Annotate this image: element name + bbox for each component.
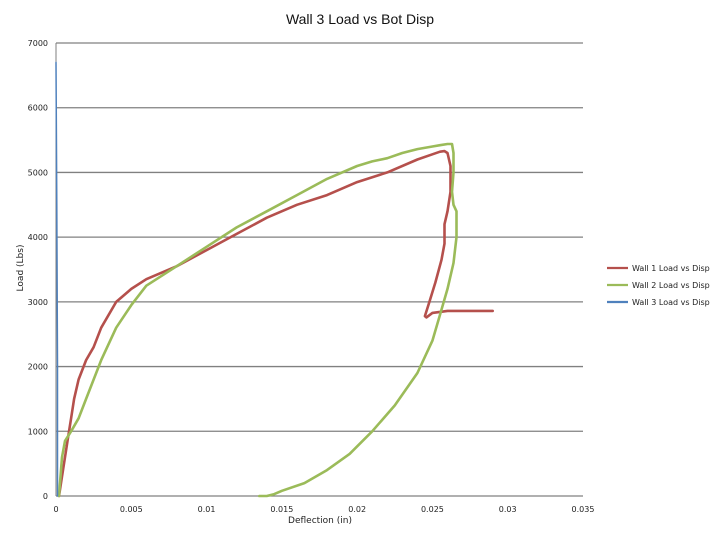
- series-line-2: [57, 142, 458, 498]
- y-axis-ticks: 0 1000 2000 3000 4000 5000 6000 7000: [28, 39, 48, 501]
- x-axis-ticks: 0 0.005 0.01 0.015 0.02 0.025 0.03 0.035: [53, 505, 594, 514]
- y-tick-label-4: 4000: [28, 233, 48, 242]
- x-tick-label-7: 0.035: [572, 505, 595, 514]
- gridlines: [56, 42, 583, 497]
- x-tick-label-6: 0.03: [499, 505, 517, 514]
- x-tick-label-0: 0: [53, 505, 58, 514]
- x-axis-label: Deflection (in): [288, 516, 352, 526]
- chart-title: Wall 3 Load vs Bot Disp: [286, 11, 434, 27]
- x-tick-label-4: 0.02: [348, 505, 366, 514]
- series-line-1: [57, 149, 495, 498]
- y-tick-label-2: 2000: [28, 363, 48, 372]
- x-tick-label-3: 0.015: [270, 505, 293, 514]
- legend-label-2: Wall 2 Load vs Disp: [632, 281, 710, 290]
- series-group: [55, 61, 495, 498]
- legend-label-3: Wall 3 Load vs Disp: [632, 298, 710, 307]
- y-tick-label-5: 5000: [28, 168, 48, 177]
- x-tick-label-5: 0.025: [421, 505, 444, 514]
- y-tick-label-1: 1000: [28, 427, 48, 436]
- y-axis-label: Load (Lbs): [16, 245, 26, 292]
- x-tick-label-2: 0.01: [198, 505, 216, 514]
- y-tick-label-7: 7000: [28, 39, 48, 48]
- y-tick-label-6: 6000: [28, 104, 48, 113]
- legend: Wall 1 Load vs Disp Wall 2 Load vs Disp Wa…: [607, 264, 710, 307]
- y-tick-label-3: 3000: [28, 298, 48, 307]
- x-tick-label-1: 0.005: [120, 505, 143, 514]
- y-tick-label-0: 0: [43, 492, 48, 501]
- legend-label-1: Wall 1 Load vs Disp: [632, 264, 710, 273]
- series-line-3: [55, 61, 59, 497]
